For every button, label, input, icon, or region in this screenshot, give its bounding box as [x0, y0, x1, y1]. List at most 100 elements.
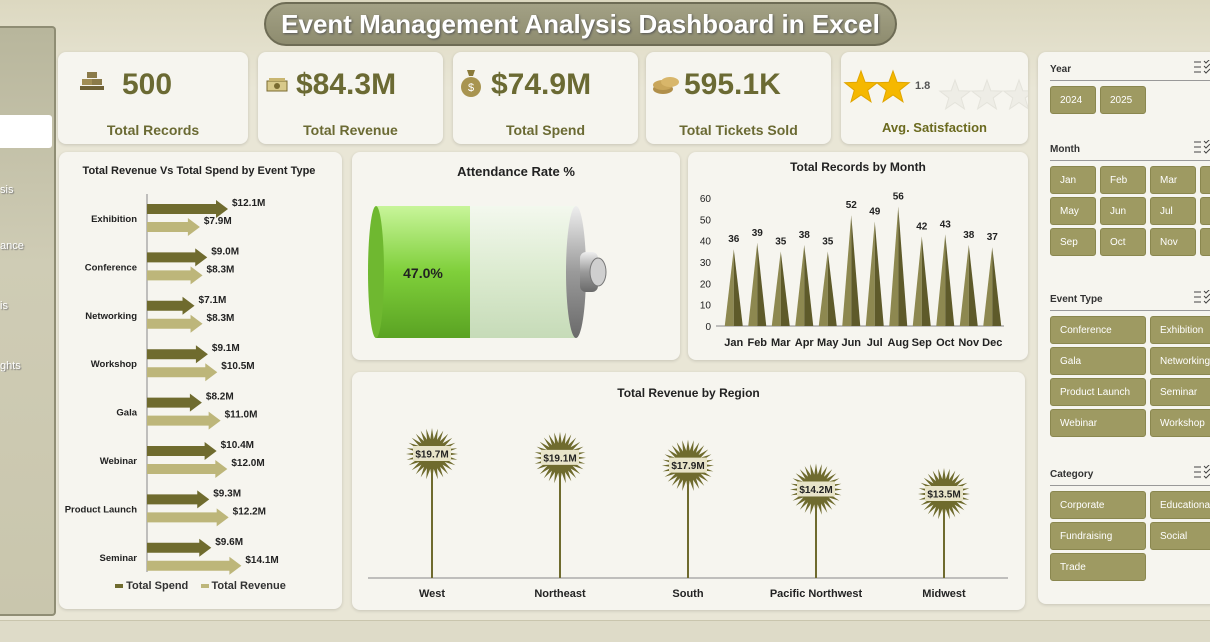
bar-total-revenue[interactable] — [147, 218, 200, 236]
multi-select-icon[interactable] — [1193, 290, 1210, 304]
data-label: 38 — [963, 230, 975, 241]
month-cone[interactable] — [795, 244, 805, 326]
data-label: $9.3M — [213, 488, 241, 499]
battery-fill — [376, 206, 470, 338]
month-cone-shade — [733, 249, 743, 326]
slicer-item-category[interactable]: Educationa — [1150, 491, 1210, 519]
slicer-item-month[interactable]: Jul — [1150, 197, 1196, 225]
slicer-item-month[interactable]: Oct — [1100, 228, 1146, 256]
x-tick-label: Jul — [867, 337, 883, 349]
battery-left-cap — [368, 206, 384, 338]
month-cone[interactable] — [724, 249, 734, 326]
slicer-item-category[interactable]: Trade — [1050, 553, 1146, 581]
slicer-divider — [1050, 160, 1210, 161]
bar-total-spend[interactable] — [147, 200, 228, 218]
slicer-item-event-type[interactable]: Exhibition — [1150, 316, 1210, 344]
slicer-item-category[interactable]: Fundraising — [1050, 522, 1146, 550]
slicer-divider — [1050, 310, 1210, 311]
data-label: $19.1M — [543, 453, 576, 464]
bar-total-spend[interactable] — [147, 490, 210, 509]
slicer-item-event-type[interactable]: Gala — [1050, 347, 1146, 375]
month-cone[interactable] — [889, 206, 899, 326]
multi-select-icon[interactable] — [1193, 60, 1210, 74]
month-cone[interactable] — [983, 247, 993, 326]
nav-item-insights[interactable]: ghts — [0, 360, 54, 372]
data-label: 38 — [799, 230, 811, 241]
slicer-item-month[interactable]: Feb — [1100, 166, 1146, 194]
slicer-item-month[interactable]: Jan — [1050, 166, 1096, 194]
y-tick-label: 0 — [705, 322, 711, 333]
data-label: 35 — [775, 236, 787, 247]
slicer-item-event-type[interactable]: Workshop — [1150, 409, 1210, 437]
slicer-item-month[interactable] — [1200, 197, 1210, 225]
slicer-item-event-type[interactable]: Networking — [1150, 347, 1210, 375]
data-label: $9.1M — [212, 343, 240, 354]
bar-total-revenue[interactable] — [147, 508, 229, 527]
slicer-item-year[interactable]: 2025 — [1100, 86, 1146, 114]
month-cone[interactable] — [959, 244, 969, 326]
month-cone-shade — [992, 247, 1002, 326]
nav-item-analysis[interactable]: sis — [0, 184, 54, 196]
slicer-item-event-type[interactable]: Conference — [1050, 316, 1146, 344]
nav-item-label: ghts — [0, 360, 21, 372]
bar-total-revenue[interactable] — [147, 411, 221, 430]
star-icon — [843, 69, 879, 103]
month-cone[interactable] — [748, 242, 758, 326]
x-tick-label: Jan — [724, 337, 743, 349]
chart-revenue-by-region: $19.7M West $19.1M Northeast $17.9M South $14.… — [368, 428, 1008, 600]
nav-item-trends[interactable]: is — [0, 300, 54, 312]
data-label: 43 — [940, 219, 952, 230]
x-tick-label: Oct — [936, 337, 955, 349]
month-cone[interactable] — [842, 215, 852, 326]
data-label-box — [669, 457, 707, 473]
chart-revenue-vs-spend-card: Total Revenue Vs Total Spend by Event Ty… — [59, 152, 342, 609]
y-tick-label: 10 — [700, 301, 712, 312]
bar-total-revenue[interactable] — [147, 460, 228, 478]
bar-total-revenue[interactable] — [147, 363, 218, 382]
data-label: $10.5M — [221, 361, 254, 372]
data-label: $13.5M — [927, 490, 960, 501]
slicer-item-month[interactable] — [1200, 166, 1210, 194]
month-cone[interactable] — [912, 236, 922, 326]
data-label: 52 — [846, 200, 858, 211]
multi-select-icon[interactable] — [1193, 140, 1210, 154]
data-label: $9.0M — [211, 246, 239, 257]
slicer-item-category[interactable]: Corporate — [1050, 491, 1146, 519]
slicer-item-category[interactable]: Social — [1150, 522, 1210, 550]
chart-revenue-vs-spend: Exhibition $12.1M$7.9M Conference $9.0M $8.3… — [65, 194, 279, 575]
slicer-item-month[interactable]: Jun — [1100, 197, 1146, 225]
slicer-item-year[interactable]: 2024 — [1050, 86, 1096, 114]
dashboard-title-text: Event Management Analysis Dashboard in E… — [281, 8, 880, 39]
bar-total-revenue[interactable] — [147, 266, 203, 285]
nav-item-performance[interactable]: ance — [0, 240, 54, 252]
nav-item-active[interactable] — [0, 115, 52, 148]
slicer-item-month[interactable]: Mar — [1150, 166, 1196, 194]
bar-total-spend[interactable] — [147, 248, 208, 267]
bar-total-revenue[interactable] — [147, 556, 242, 575]
month-cone-shade — [804, 244, 814, 326]
slicer-item-event-type[interactable]: Product Launch — [1050, 378, 1146, 406]
slicer-item-month[interactable]: Sep — [1050, 228, 1096, 256]
bar-total-spend[interactable] — [147, 538, 212, 557]
slicer-item-event-type[interactable]: Seminar — [1150, 378, 1210, 406]
month-cone[interactable] — [771, 251, 781, 326]
kpi-card-total-tickets-sold: 595.1K Total Tickets Sold — [646, 52, 831, 144]
slicer-item-event-type[interactable]: Webinar — [1050, 409, 1146, 437]
month-cone[interactable] — [818, 251, 828, 326]
slicer-item-month[interactable]: Nov — [1150, 228, 1196, 256]
multi-select-icon[interactable] — [1193, 465, 1210, 479]
x-tick-label: Midwest — [922, 588, 966, 600]
x-tick-label: West — [419, 588, 445, 600]
bar-total-spend[interactable] — [147, 442, 217, 460]
month-cone[interactable] — [865, 221, 875, 326]
category-label: Exhibition — [91, 214, 137, 225]
month-cone[interactable] — [936, 234, 946, 326]
bar-total-revenue[interactable] — [147, 314, 203, 333]
slicer-item-month[interactable] — [1200, 228, 1210, 256]
slicer-item-month[interactable]: May — [1050, 197, 1096, 225]
category-label: Workshop — [91, 359, 137, 370]
bar-total-spend[interactable] — [147, 345, 208, 364]
bar-total-spend[interactable] — [147, 296, 195, 315]
star-empty-icon — [1002, 78, 1028, 110]
bar-total-spend[interactable] — [147, 393, 202, 412]
